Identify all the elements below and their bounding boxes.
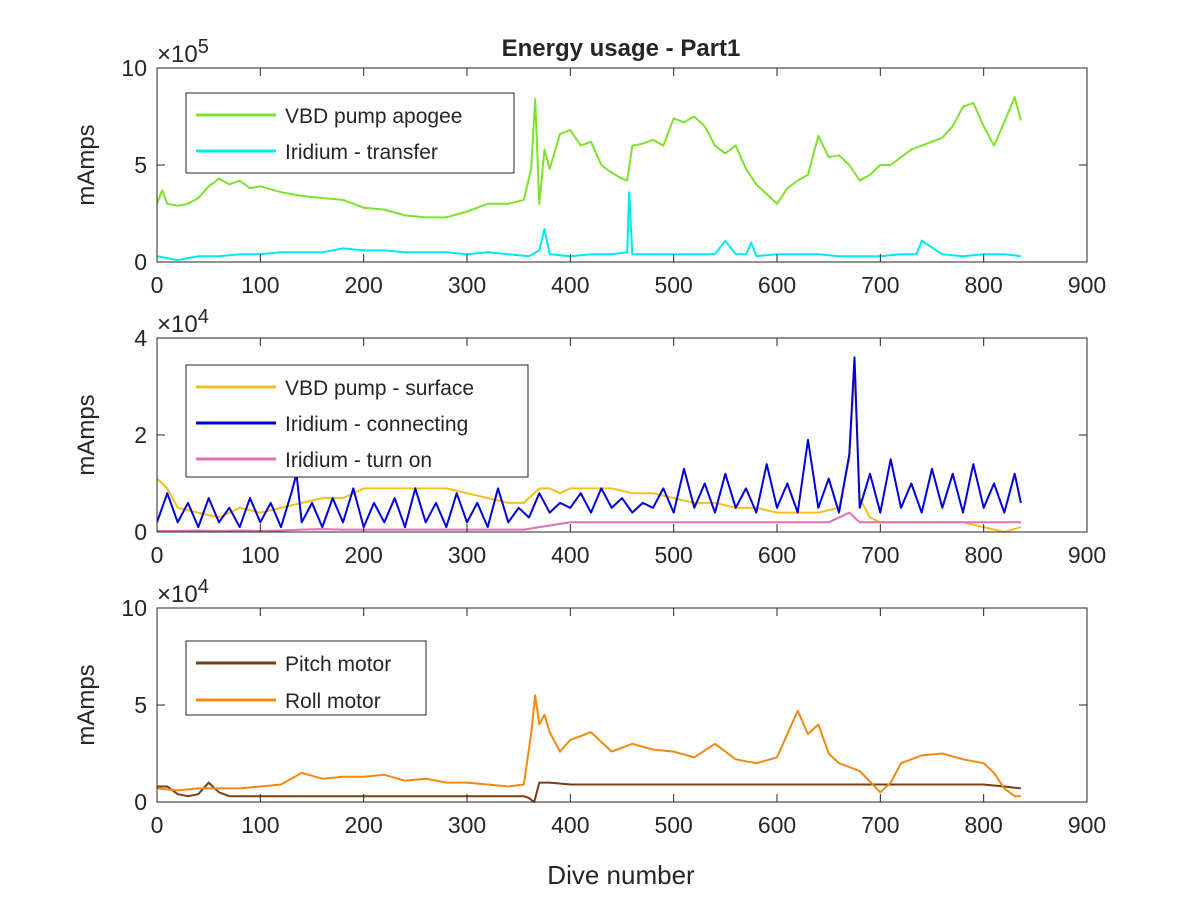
y-tick-label: 5: [134, 692, 147, 718]
y-axis-label: mAmps: [73, 394, 100, 475]
x-tick-label: 700: [861, 272, 899, 298]
series-group: [157, 96, 1022, 262]
x-tick-label: 300: [448, 542, 486, 568]
series-line-0: [157, 781, 1022, 803]
y-tick-label: 10: [121, 55, 147, 81]
x-tick-label: 500: [654, 542, 692, 568]
x-tick-label: 900: [1068, 272, 1106, 298]
y-axis-label: mAmps: [73, 664, 100, 745]
x-tick-label: 400: [551, 272, 589, 298]
series-line-0: [157, 371, 1022, 533]
x-tick-label: 200: [344, 812, 382, 838]
y-tick-label: 0: [134, 789, 147, 815]
figure-title: Energy usage - Part1: [502, 35, 741, 62]
x-tick-label: 0: [151, 272, 164, 298]
x-tick-label: 600: [758, 812, 796, 838]
x-tick-label: 500: [654, 812, 692, 838]
x-tick-label: 600: [758, 542, 796, 568]
series-group: [157, 694, 1022, 803]
x-tick-label: 600: [758, 272, 796, 298]
x-axis-label: Dive number: [547, 860, 695, 890]
x-tick-label: 300: [448, 272, 486, 298]
x-tick-label: 200: [344, 542, 382, 568]
x-tick-label: 100: [241, 542, 279, 568]
x-tick-label: 800: [964, 812, 1002, 838]
y-tick-label: 0: [134, 519, 147, 545]
x-tick-label: 300: [448, 812, 486, 838]
y-tick-label: 10: [121, 595, 147, 621]
series-group: [157, 356, 1022, 533]
legend-label-1: Iridium - connecting: [285, 413, 468, 436]
legend-label-1: Roll motor: [285, 690, 381, 713]
x-tick-label: 900: [1068, 812, 1106, 838]
x-tick-label: 900: [1068, 542, 1106, 568]
x-tick-label: 700: [861, 542, 899, 568]
chart-panel-apogee-transfer: 0 100 200 300 400 500 600 700 800 900 0 5 10 ×105 mAmp…: [73, 36, 1106, 298]
legend-box: [185, 92, 515, 174]
legend-label-1: Iridium - transfer: [285, 141, 438, 164]
series-line-1: [157, 191, 1022, 262]
x-tick-label: 0: [151, 542, 164, 568]
x-tick-label: 200: [344, 272, 382, 298]
series-line-0: [157, 96, 1022, 219]
series-line-2: [157, 511, 1021, 532]
x-tick-label: 400: [551, 542, 589, 568]
y-axis-label: mAmps: [73, 124, 100, 205]
y-tick-label: 2: [134, 422, 147, 448]
legend-label-0: Pitch motor: [285, 653, 391, 676]
y-tick-label: 4: [134, 325, 147, 351]
x-tick-label: 400: [551, 812, 589, 838]
y-exponent-label: ×105: [157, 36, 209, 68]
x-tick-label: 800: [964, 272, 1002, 298]
y-tick-label: 0: [134, 249, 147, 275]
x-tick-label: 100: [241, 812, 279, 838]
y-exponent-label: ×104: [157, 306, 209, 338]
y-exponent-label: ×104: [157, 576, 209, 608]
legend-label-2: Iridium - turn on: [285, 449, 432, 472]
x-tick-label: 500: [654, 272, 692, 298]
y-tick-label: 5: [134, 152, 147, 178]
series-line-1: [157, 694, 1021, 798]
x-tick-label: 100: [241, 272, 279, 298]
legend-label-0: VBD pump apogee: [285, 105, 462, 128]
series-line-1: [157, 356, 1022, 529]
legend-box: [185, 640, 427, 716]
legend-label-0: VBD pump - surface: [285, 377, 474, 400]
x-tick-label: 0: [151, 812, 164, 838]
chart-panel-motors: 0 100 200 300 400 500 600 700 800 900 0 5 10 ×104 mAmp…: [73, 576, 1106, 838]
x-tick-label: 700: [861, 812, 899, 838]
x-tick-label: 800: [964, 542, 1002, 568]
chart-panel-surface-connecting: 0 100 200 300 400 500 600 700 800 900 0 2 4 ×104 mAmps…: [73, 306, 1106, 568]
